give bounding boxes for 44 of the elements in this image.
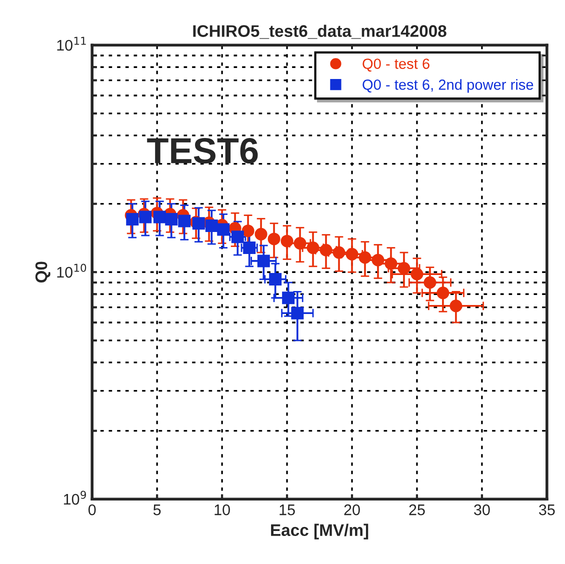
x-tick-label: 30 xyxy=(474,504,490,516)
point xyxy=(139,210,152,224)
x-axis-title: Eacc [MV/m] xyxy=(271,524,368,540)
point xyxy=(384,257,398,270)
x-tick-label: 25 xyxy=(409,504,425,516)
point xyxy=(269,273,282,286)
point xyxy=(294,237,306,250)
point xyxy=(153,210,166,224)
y-axis-title: Q0 xyxy=(35,262,50,283)
point xyxy=(282,292,295,304)
x-tick-label: 35 xyxy=(539,504,555,516)
legend-label: Q0 - test 6, 2nd power rise xyxy=(362,79,534,93)
point xyxy=(332,246,346,259)
annotation: TEST6 xyxy=(147,138,258,164)
legend-label: Q0 - test 6 xyxy=(362,58,430,72)
point xyxy=(436,286,450,300)
point xyxy=(178,214,191,228)
x-tick-label: 0 xyxy=(88,504,96,516)
point xyxy=(126,212,139,226)
point xyxy=(280,234,294,248)
point xyxy=(320,244,332,256)
point xyxy=(217,223,230,236)
y-tick-label: 10$^{10}$ xyxy=(57,264,86,278)
point xyxy=(231,230,244,244)
point xyxy=(410,268,424,280)
chart-title: ICHIRO5_test6_data_mar142008 xyxy=(193,24,446,39)
point xyxy=(242,224,254,238)
y-tick-label: 10$^{9}$ xyxy=(64,490,86,505)
x-tick-label: 15 xyxy=(280,504,295,516)
y-tick-label: 10$^{11}$ xyxy=(57,36,86,51)
x-tick-label: 20 xyxy=(344,504,360,516)
point xyxy=(165,212,178,226)
point xyxy=(306,242,320,254)
point xyxy=(424,276,436,289)
point xyxy=(205,220,218,232)
x-tick-label: 10 xyxy=(214,504,230,516)
x-tick-label: 5 xyxy=(153,504,161,516)
point xyxy=(398,262,410,275)
point xyxy=(254,228,268,240)
point xyxy=(291,306,304,320)
point xyxy=(257,254,270,268)
point xyxy=(192,217,205,230)
point xyxy=(450,300,462,312)
point xyxy=(268,232,280,246)
